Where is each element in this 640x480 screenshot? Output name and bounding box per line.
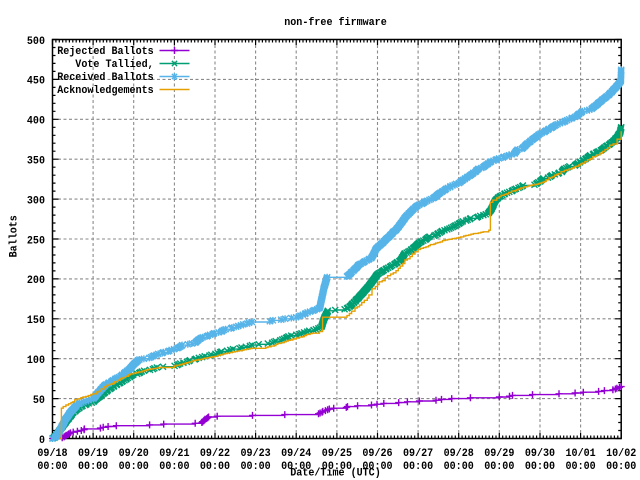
svg-text:00:00: 00:00 [78,461,108,473]
svg-text:00:00: 00:00 [281,461,311,473]
svg-text:00:00: 00:00 [200,461,230,473]
svg-text:09/25: 09/25 [322,448,352,460]
svg-text:00:00: 00:00 [403,461,433,473]
svg-text:00:00: 00:00 [159,461,189,473]
svg-text:Rejected Ballots: Rejected Ballots [57,46,154,58]
svg-text:00:00: 00:00 [241,461,271,473]
svg-text:50: 50 [33,395,45,407]
svg-text:Acknowledgements: Acknowledgements [57,85,154,97]
svg-text:150: 150 [27,315,45,327]
svg-text:09/26: 09/26 [362,448,392,460]
svg-text:00:00: 00:00 [525,461,555,473]
svg-text:00:00: 00:00 [484,461,514,473]
svg-text:09/29: 09/29 [484,448,514,460]
svg-text:09/28: 09/28 [444,448,474,460]
svg-text:Date/Time (UTC): Date/Time (UTC) [290,468,381,480]
svg-text:09/27: 09/27 [403,448,433,460]
svg-text:09/20: 09/20 [119,448,149,460]
svg-text:09/22: 09/22 [200,448,230,460]
svg-text:09/24: 09/24 [281,448,311,460]
svg-text:00:00: 00:00 [566,461,596,473]
svg-text:350: 350 [27,156,45,168]
svg-text:00:00: 00:00 [606,461,636,473]
svg-text:Ballots: Ballots [8,215,20,257]
svg-text:300: 300 [27,195,45,207]
svg-text:09/30: 09/30 [525,448,555,460]
svg-text:500: 500 [27,36,45,48]
svg-text:250: 250 [27,235,45,247]
svg-text:00:00: 00:00 [322,461,352,473]
svg-text:0: 0 [39,435,45,447]
svg-text:450: 450 [27,76,45,88]
svg-text:00:00: 00:00 [37,461,67,473]
svg-text:Received Ballots: Received Ballots [57,72,154,84]
svg-text:10/01: 10/01 [566,448,596,460]
svg-text:00:00: 00:00 [362,461,392,473]
svg-text:09/23: 09/23 [241,448,271,460]
svg-text:non-free firmware: non-free firmware [284,17,387,29]
svg-text:100: 100 [27,355,45,367]
svg-text:Vote Tallied,: Vote Tallied, [75,59,153,71]
svg-text:09/19: 09/19 [78,448,108,460]
svg-text:400: 400 [27,116,45,128]
svg-text:10/02: 10/02 [606,448,636,460]
svg-text:00:00: 00:00 [444,461,474,473]
svg-text:09/21: 09/21 [159,448,189,460]
svg-text:200: 200 [27,275,45,287]
svg-text:09/18: 09/18 [37,448,67,460]
svg-text:00:00: 00:00 [119,461,149,473]
